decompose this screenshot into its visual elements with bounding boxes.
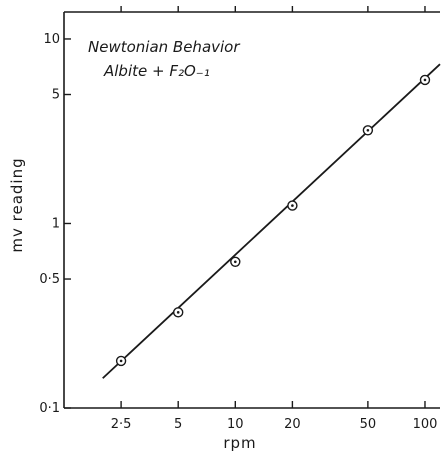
y-tick-label: 5 <box>52 88 60 103</box>
x-axis-ticks: 2·5 5 10 20 50 100 <box>111 6 438 432</box>
data-point <box>230 256 241 267</box>
data-point-center <box>291 204 294 207</box>
data-point <box>115 355 127 367</box>
x-tick-label: 2·5 <box>111 417 132 432</box>
x-tick-label: 10 <box>227 417 244 432</box>
y-axis-ticks: 0·1 0·5 1 5 10 <box>39 32 71 416</box>
data-point <box>172 307 184 318</box>
data-point <box>419 74 431 86</box>
fit-line-group <box>102 63 441 379</box>
data-point-center <box>176 311 180 314</box>
annotation-line-1: Newtonian Behavior <box>88 38 240 56</box>
x-tick-label: 20 <box>284 417 301 432</box>
data-point-center <box>366 128 370 132</box>
data-point <box>362 125 374 136</box>
x-axis-title: rpm <box>223 434 256 452</box>
annotation-line-2: Albite + F₂O₋₁ <box>103 62 210 80</box>
data-point <box>287 200 298 211</box>
y-tick-label: 0·1 <box>39 401 60 416</box>
data-points <box>115 74 431 367</box>
data-point-center <box>119 359 123 363</box>
y-tick-label: 10 <box>43 32 60 47</box>
data-point-center <box>423 78 427 82</box>
x-tick-label: 50 <box>360 417 377 432</box>
y-tick-label: 0·5 <box>39 272 60 287</box>
data-point-center <box>233 260 237 264</box>
plot-frame <box>63 11 440 409</box>
fit-line <box>102 63 441 379</box>
y-tick-label: 1 <box>52 216 60 231</box>
y-axis-title: mv reading <box>8 157 26 252</box>
x-tick-label: 5 <box>174 417 182 432</box>
x-tick-label: 100 <box>413 417 438 432</box>
